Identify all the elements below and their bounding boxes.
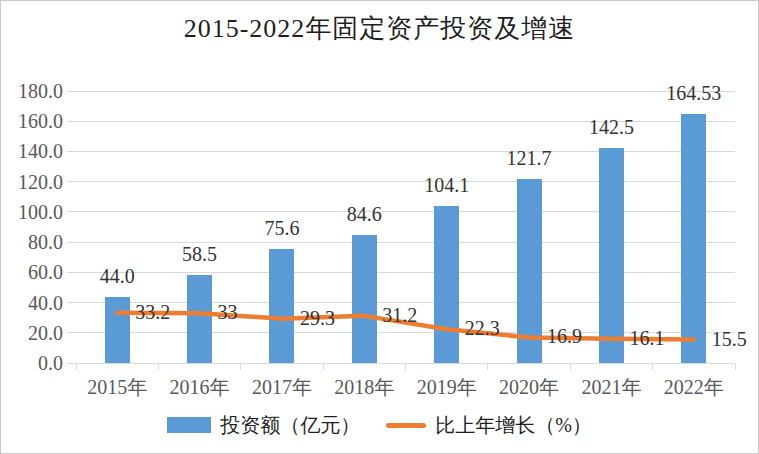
legend-label: 比上年增长（%） [435, 412, 592, 438]
line-value-label: 16.9 [547, 323, 582, 349]
legend: 投资额（亿元） 比上年增长（%） [1, 412, 758, 438]
legend-line-swatch [386, 423, 426, 428]
x-axis-label: 2017年 [241, 374, 323, 400]
x-axis-label: 2021年 [570, 374, 652, 400]
line-value-label: 15.5 [712, 326, 747, 352]
line-value-label: 22.3 [465, 315, 500, 341]
plot-area: 0.020.040.060.080.0100.0120.0140.0160.01… [1, 1, 759, 454]
x-axis-label: 2015年 [76, 374, 158, 400]
chart-container: 2015-2022年固定资产投资及增速 0.020.040.060.080.01… [0, 0, 759, 454]
line-value-label: 33 [218, 299, 238, 325]
line-value-label: 16.1 [629, 325, 664, 351]
legend-label: 投资额（亿元） [220, 412, 360, 438]
legend-item-line-series: 比上年增长（%） [386, 412, 592, 438]
line-value-label: 31.2 [382, 302, 417, 328]
legend-bar-swatch [167, 417, 211, 433]
legend-item-bar-series: 投资额（亿元） [167, 412, 360, 438]
x-axis-label: 2019年 [406, 374, 488, 400]
x-axis-label: 2022年 [653, 374, 735, 400]
x-axis-label: 2016年 [158, 374, 240, 400]
line-value-label: 33.2 [135, 299, 170, 325]
x-axis-label: 2018年 [323, 374, 405, 400]
line-value-label: 29.3 [300, 305, 335, 331]
x-axis-label: 2020年 [488, 374, 570, 400]
